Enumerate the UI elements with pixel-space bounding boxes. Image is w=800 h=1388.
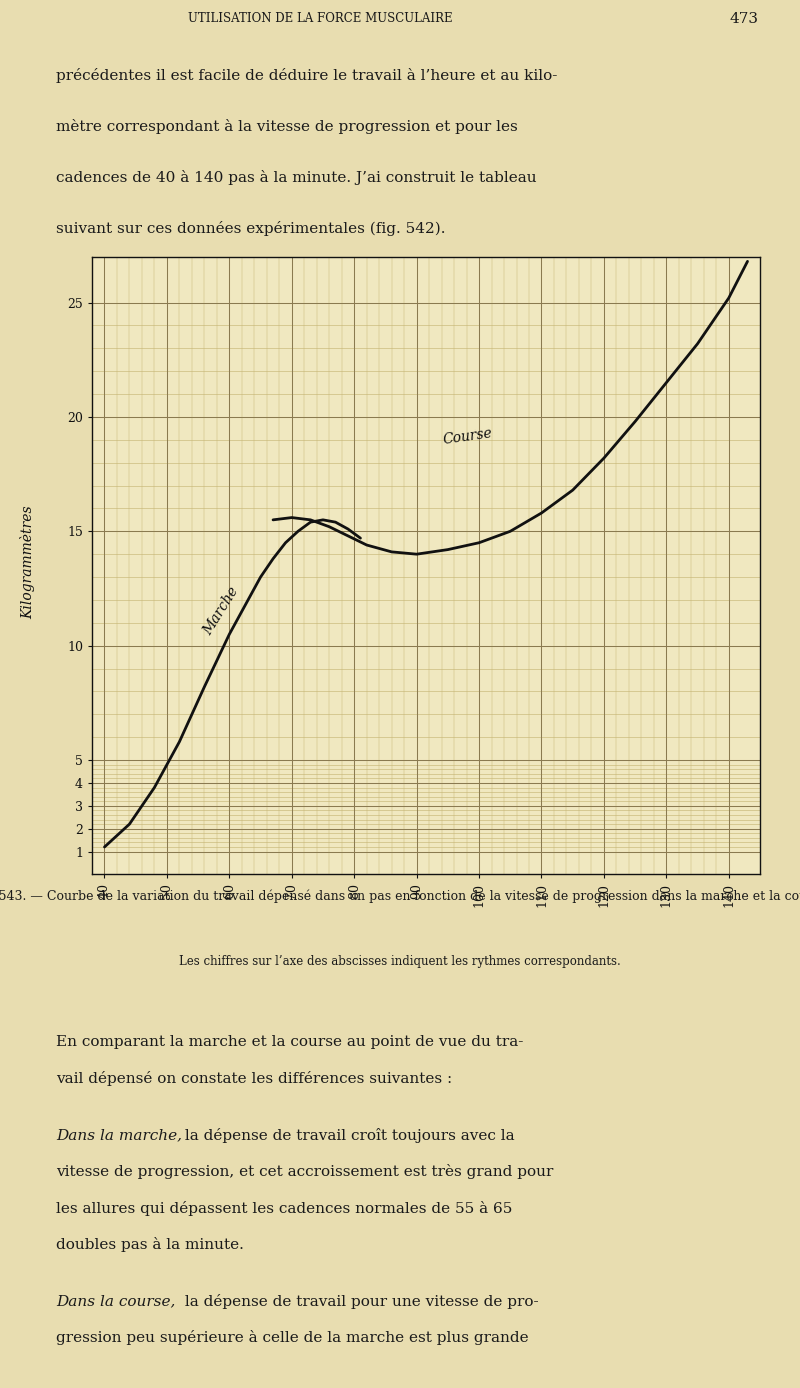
Text: doubles pas à la minute.: doubles pas à la minute. (56, 1237, 244, 1252)
Text: les allures qui dépassent les cadences normales de 55 à 65: les allures qui dépassent les cadences n… (56, 1201, 512, 1216)
Text: Les chiffres sur l’axe des abscisses indiquent les rythmes correspondants.: Les chiffres sur l’axe des abscisses ind… (179, 955, 621, 967)
Text: Marche: Marche (202, 584, 242, 637)
Text: vail dépensé on constate les différences suivantes :: vail dépensé on constate les différences… (56, 1072, 452, 1087)
Text: En comparant la marche et la course au point de vue du tra-: En comparant la marche et la course au p… (56, 1035, 523, 1049)
Text: mètre correspondant à la vitesse de progression et pour les: mètre correspondant à la vitesse de prog… (56, 119, 518, 135)
Text: vitesse de progression, et cet accroissement est très grand pour: vitesse de progression, et cet accroisse… (56, 1165, 554, 1180)
Text: la dépense de travail croît toujours avec la: la dépense de travail croît toujours ave… (180, 1128, 514, 1142)
Text: cadences de 40 à 140 pas à la minute. J’ai construit le tableau: cadences de 40 à 140 pas à la minute. J’… (56, 171, 537, 185)
Text: Dans la course,: Dans la course, (56, 1294, 175, 1307)
Text: suivant sur ces données expérimentales (fig. 542).: suivant sur ces données expérimentales (… (56, 221, 446, 236)
Text: la dépense de travail pour une vitesse de pro-: la dépense de travail pour une vitesse d… (180, 1294, 538, 1309)
Text: gression peu supérieure à celle de la marche est plus grande: gression peu supérieure à celle de la ma… (56, 1330, 529, 1345)
Text: Kilogrammètres: Kilogrammètres (21, 505, 35, 619)
Text: Dans la marche,: Dans la marche, (56, 1128, 182, 1142)
Text: précédentes il est facile de déduire le travail à l’heure et au kilo-: précédentes il est facile de déduire le … (56, 68, 558, 83)
Text: Course: Course (442, 426, 493, 447)
Text: Fig. 543. — Courbe de la variation du travail dépensé dans un pas en fonction de: Fig. 543. — Courbe de la variation du tr… (0, 890, 800, 902)
Text: UTILISATION DE LA FORCE MUSCULAIRE: UTILISATION DE LA FORCE MUSCULAIRE (188, 12, 452, 25)
Text: 473: 473 (730, 12, 758, 26)
